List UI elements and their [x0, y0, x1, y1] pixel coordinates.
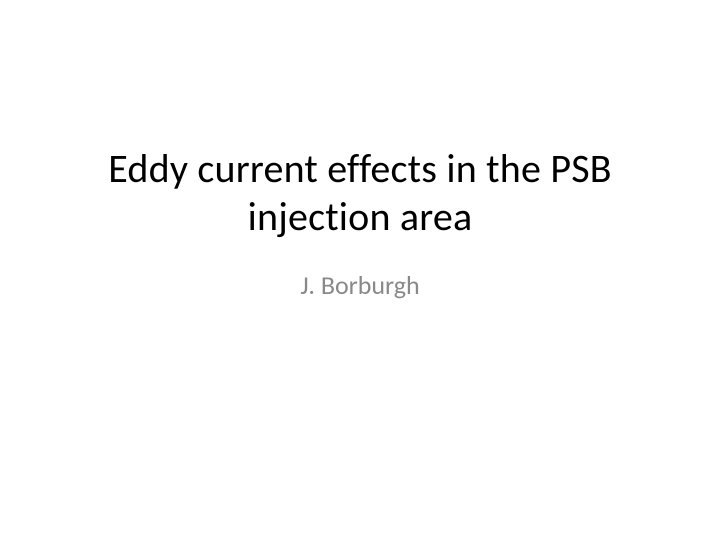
slide-author: J. Borburgh [300, 269, 419, 301]
slide-title: Eddy current effects in the PSB injectio… [40, 145, 680, 241]
